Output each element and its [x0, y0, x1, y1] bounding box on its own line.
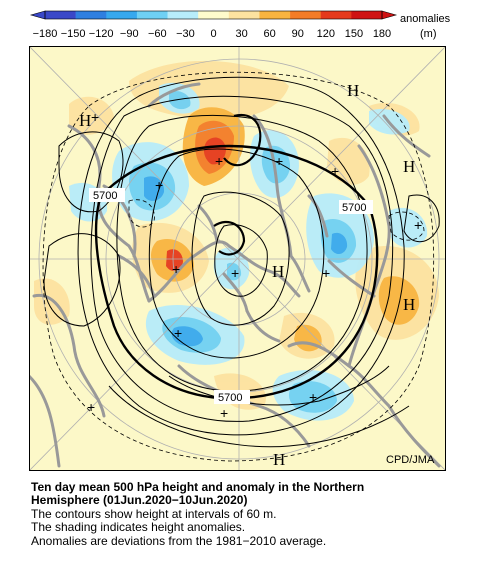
- anomaly-positive-region: [69, 96, 114, 135]
- colorbar-box: [198, 11, 230, 19]
- low-marker: +: [215, 153, 223, 169]
- colorbar-box: [167, 11, 199, 19]
- colorbar-tick-label: 120: [317, 28, 335, 40]
- low-marker: +: [91, 109, 99, 125]
- colorbar-tick-label: −180: [33, 28, 58, 40]
- low-marker: +: [172, 261, 180, 277]
- colorbar-tick-label: −60: [148, 28, 167, 40]
- contour-5700: [94, 144, 379, 400]
- high-marker: H: [272, 262, 284, 281]
- low-marker: +: [414, 217, 422, 233]
- contour-label-5700: 5700: [218, 392, 242, 404]
- low-marker: +: [87, 399, 95, 415]
- low-marker: +: [231, 265, 239, 281]
- anomaly-negative-region: [169, 90, 191, 110]
- anomaly-positive-region: [203, 137, 226, 165]
- colorbar-tick-label: 0: [210, 28, 216, 40]
- low-centres: + + + + + + + + + + + + +: [87, 109, 422, 421]
- low-marker: +: [155, 177, 163, 193]
- anomaly-positive-region: [378, 276, 420, 325]
- low-marker: +: [174, 325, 182, 341]
- anomaly-positive-region: [166, 249, 183, 271]
- height-anomaly-map: 5700 5700 5700 H H H H H H + + + + + + +…: [29, 46, 446, 471]
- anomaly-negative-region: [144, 176, 165, 201]
- colorbar-tick-label: 60: [264, 28, 276, 40]
- contour-thick: [213, 220, 246, 256]
- height-contours: [43, 76, 440, 448]
- low-marker: +: [275, 153, 283, 169]
- high-centres: H H H H H H: [79, 81, 415, 469]
- colorbar-tick-label: −90: [120, 28, 139, 40]
- caption-shading-note: The shading indicates height anomalies.: [31, 520, 246, 534]
- contour-label-5700: 5700: [342, 202, 366, 214]
- colorbar-low-arrow: [29, 10, 46, 20]
- anomaly-negative-region: [261, 145, 291, 184]
- anomaly-shading-positive: [34, 60, 439, 410]
- colorbar-box: [259, 11, 291, 19]
- colorbar-tick-label: 90: [292, 28, 304, 40]
- colorbar-box: [320, 11, 352, 19]
- high-marker: H: [273, 450, 285, 469]
- low-marker: +: [322, 265, 330, 281]
- caption-title-line2: Hemisphere (01Jun.2020−10Jun.2020): [31, 493, 248, 507]
- colorbar-tick-label: 180: [373, 28, 391, 40]
- anomaly-negative-region: [288, 381, 337, 413]
- colorbar-tick-label: 150: [345, 28, 363, 40]
- colorbar-tick-label: −30: [176, 28, 195, 40]
- colorbar-box: [136, 11, 168, 19]
- colorbar-box: [290, 11, 322, 19]
- colorbar-outline: [44, 10, 383, 20]
- caption-contours-note: The contours show height at intervals of…: [31, 507, 277, 521]
- low-marker: +: [220, 405, 228, 421]
- colorbar-unit-label: anomalies: [400, 13, 451, 25]
- low-marker: +: [331, 163, 339, 179]
- high-marker: H: [347, 81, 359, 100]
- colorbar-box: [228, 11, 260, 19]
- contour-thick: [223, 113, 262, 167]
- caption-anomaly-note: Anomalies are deviations from the 1981−2…: [31, 534, 327, 548]
- caption-title-line1: Ten day mean 500 hPa height and anomaly …: [31, 480, 365, 494]
- colorbar-tick-label: −120: [89, 28, 114, 40]
- map-credit: CPD/JMA: [386, 454, 435, 466]
- colorbar-ticks: −180 −150 −120 −90 −60 −30 0 30 60 90 120 150 180: [33, 28, 392, 40]
- high-marker: H: [403, 295, 415, 314]
- high-marker: H: [79, 111, 91, 130]
- map-frame: [29, 46, 446, 471]
- colorbar-box: [45, 11, 76, 19]
- colorbar-high-arrow: [381, 10, 398, 20]
- height-contours-dashed: [42, 71, 435, 462]
- contour-labels: 5700 5700 5700: [89, 188, 373, 404]
- anomaly-negative-region: [331, 232, 348, 255]
- colorbar-tick-label: −150: [61, 28, 86, 40]
- anomaly-negative-region: [171, 326, 203, 347]
- anomaly-positive-region: [327, 137, 370, 185]
- colorbar-box: [351, 11, 383, 19]
- anomaly-colorbar: −180 −150 −120 −90 −60 −30 0 30 60 90 120 150 180 an…: [29, 10, 451, 40]
- colorbar-tick-label: 30: [235, 28, 247, 40]
- low-marker: +: [309, 389, 317, 405]
- contour-label-5700: 5700: [93, 190, 117, 202]
- colorbar-unit: (m): [420, 28, 437, 40]
- anomaly-negative-region: [227, 262, 242, 281]
- colorbar-boxes: [29, 10, 398, 20]
- colorbar-box: [106, 11, 138, 19]
- colorbar-box: [75, 11, 107, 19]
- high-marker: H: [403, 157, 415, 176]
